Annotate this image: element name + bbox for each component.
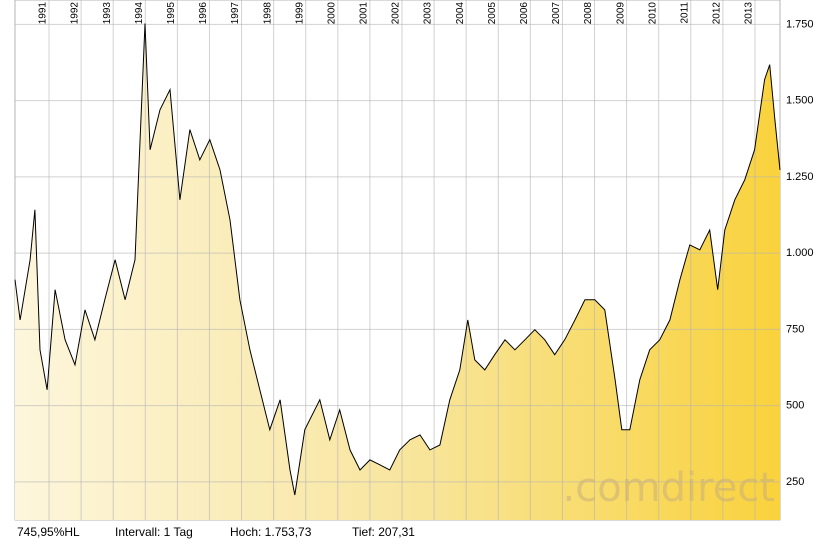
y-tick-label: 1.000	[786, 247, 814, 259]
watermark: .comdirect	[563, 465, 776, 511]
x-tick-label: 2012	[712, 2, 723, 25]
footer-text: Hoch: 1.753,73	[230, 525, 312, 539]
x-tick-label: 1994	[134, 2, 145, 25]
x-tick-label: 1999	[294, 2, 305, 25]
x-tick-label: 2007	[551, 2, 562, 25]
price-line	[14, 23, 781, 496]
x-tick-label: 1996	[198, 2, 209, 25]
y-tick-label: 1.250	[786, 171, 814, 183]
x-tick-label: 1998	[262, 2, 273, 25]
y-tick-label: 750	[786, 323, 804, 335]
footer-text: Tief: 207,31	[352, 525, 415, 539]
x-tick-label: 1991	[38, 2, 49, 25]
x-tick-label: 2006	[519, 2, 530, 25]
x-tick-label: 2002	[391, 2, 402, 25]
footer-text: Intervall: 1 Tag	[115, 525, 193, 539]
x-tick-label: 1997	[230, 2, 241, 25]
x-tick-label: 2005	[487, 2, 498, 25]
x-tick-label: 2000	[326, 2, 337, 25]
footer-text: 745,95%HL	[17, 525, 80, 539]
x-tick-label: 1995	[166, 2, 177, 25]
y-tick-label: 1.500	[786, 95, 814, 107]
x-tick-label: 2004	[455, 2, 466, 25]
y-tick-label: 500	[786, 400, 804, 412]
x-tick-label: 2008	[583, 2, 594, 25]
x-tick-label: 2003	[423, 2, 434, 25]
y-tick-label: 1.750	[786, 18, 814, 30]
x-tick-label: 1993	[102, 2, 113, 25]
y-tick-label: 250	[786, 476, 804, 488]
x-tick-label: 2011	[679, 2, 690, 24]
x-tick-label: 1992	[70, 2, 81, 25]
x-tick-label: 2013	[744, 2, 755, 25]
x-tick-label: 2010	[647, 2, 658, 25]
x-tick-label: 2001	[359, 2, 370, 25]
x-tick-label: 2009	[615, 2, 626, 25]
